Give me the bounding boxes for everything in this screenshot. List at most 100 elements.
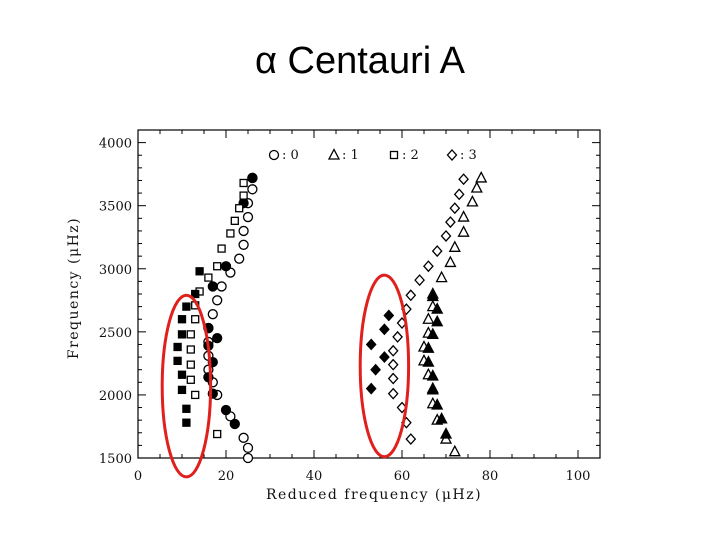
circle-point	[212, 333, 223, 344]
circle-point	[229, 418, 240, 430]
square-point	[235, 204, 244, 213]
diamond-point	[423, 260, 434, 273]
square-point	[226, 229, 235, 238]
x-tick-label: 100	[566, 469, 591, 484]
circle-point	[268, 149, 280, 161]
diamond-point	[379, 351, 390, 364]
diamond-point	[370, 363, 381, 376]
square-point	[177, 370, 187, 379]
diamond-point	[387, 344, 399, 357]
x-tick-labels: 0 20 40 60 80 100	[134, 469, 591, 484]
triangle-point	[431, 302, 444, 314]
triangle-point	[422, 341, 435, 353]
square-point	[186, 345, 195, 354]
y-tick-label: 3500	[99, 200, 132, 215]
square-point	[186, 375, 195, 384]
square-point	[191, 390, 200, 400]
data-points	[173, 171, 488, 464]
y-tick-label: 2000	[99, 389, 132, 404]
circle-point	[242, 442, 254, 454]
legend-label: : 0	[282, 148, 299, 163]
circle-point	[247, 184, 258, 195]
square-point	[191, 289, 200, 299]
square-point	[182, 418, 191, 427]
diamond-point	[405, 289, 417, 302]
diamond-point	[440, 229, 452, 242]
triangle-point	[327, 148, 341, 160]
y-tick-label: 2500	[99, 326, 132, 341]
triangle-point	[431, 398, 444, 410]
circle-point	[216, 281, 227, 292]
highlight-ellipse	[160, 293, 213, 479]
y-tick-label: 4000	[99, 137, 132, 152]
diamond-point	[365, 382, 377, 395]
axis-ticks	[137, 129, 601, 459]
square-point	[173, 342, 182, 352]
triangle-point	[448, 444, 461, 457]
slide-title: α Centauri A	[255, 40, 465, 82]
triangle-point	[439, 427, 453, 439]
x-tick-label: 0	[134, 469, 142, 484]
square-point	[217, 244, 226, 253]
diamond-point	[379, 323, 390, 336]
x-tick-label: 80	[482, 469, 499, 484]
triangle-point	[422, 355, 435, 367]
triangle-point	[426, 382, 439, 395]
circle-point	[238, 432, 249, 443]
triangle-point	[422, 312, 435, 324]
circle-point	[242, 452, 254, 464]
highlight-ellipses	[160, 273, 411, 479]
circle-point	[247, 172, 258, 184]
circle-point	[238, 239, 249, 250]
legend-label: : 2	[402, 148, 419, 163]
square-point	[177, 330, 187, 339]
triangle-point	[426, 369, 439, 381]
x-tick-label: 60	[394, 469, 411, 484]
square-point	[213, 429, 222, 439]
circle-point	[207, 281, 218, 292]
square-point	[213, 262, 222, 271]
diamond-point	[446, 149, 458, 161]
diamond-point	[387, 358, 399, 371]
square-point	[182, 302, 191, 311]
square-point	[177, 385, 187, 395]
square-point	[239, 191, 248, 200]
circle-point	[242, 211, 254, 223]
triangle-point	[475, 171, 488, 183]
square-point	[195, 267, 204, 276]
legend: : 0 : 1 : 2 : 3	[268, 148, 477, 163]
square-point	[182, 404, 191, 413]
legend-label: : 1	[342, 148, 359, 163]
circle-point	[220, 404, 232, 416]
y-tick-label: 3000	[99, 263, 132, 278]
circle-point	[212, 295, 223, 306]
triangle-point	[435, 270, 448, 283]
highlight-ellipse	[358, 273, 411, 459]
square-point	[173, 356, 182, 366]
triangle-point	[457, 210, 470, 222]
square-point	[389, 150, 399, 160]
y-axis-label: Frequency (μHz)	[66, 217, 82, 359]
triangle-point	[444, 255, 457, 268]
diamond-point	[449, 202, 461, 215]
diamond-point	[453, 188, 465, 201]
triangle-point	[426, 289, 439, 302]
triangle-point	[448, 240, 461, 252]
legend-label: : 3	[460, 148, 477, 163]
square-point	[204, 273, 213, 282]
diamond-point	[392, 330, 403, 343]
triangle-point	[470, 181, 483, 193]
square-point	[239, 178, 248, 188]
y-tick-labels: 1500 2000 2500 3000 3500 4000	[99, 137, 132, 467]
diamond-point	[414, 274, 425, 287]
y-tick-label: 1500	[99, 452, 132, 467]
diamond-point	[431, 245, 443, 258]
square-point	[177, 315, 187, 324]
x-tick-label: 20	[218, 469, 235, 484]
triangle-point	[426, 327, 439, 340]
square-point	[186, 360, 195, 369]
diamond-point	[445, 216, 456, 229]
square-point	[186, 330, 195, 339]
square-point	[191, 315, 200, 324]
